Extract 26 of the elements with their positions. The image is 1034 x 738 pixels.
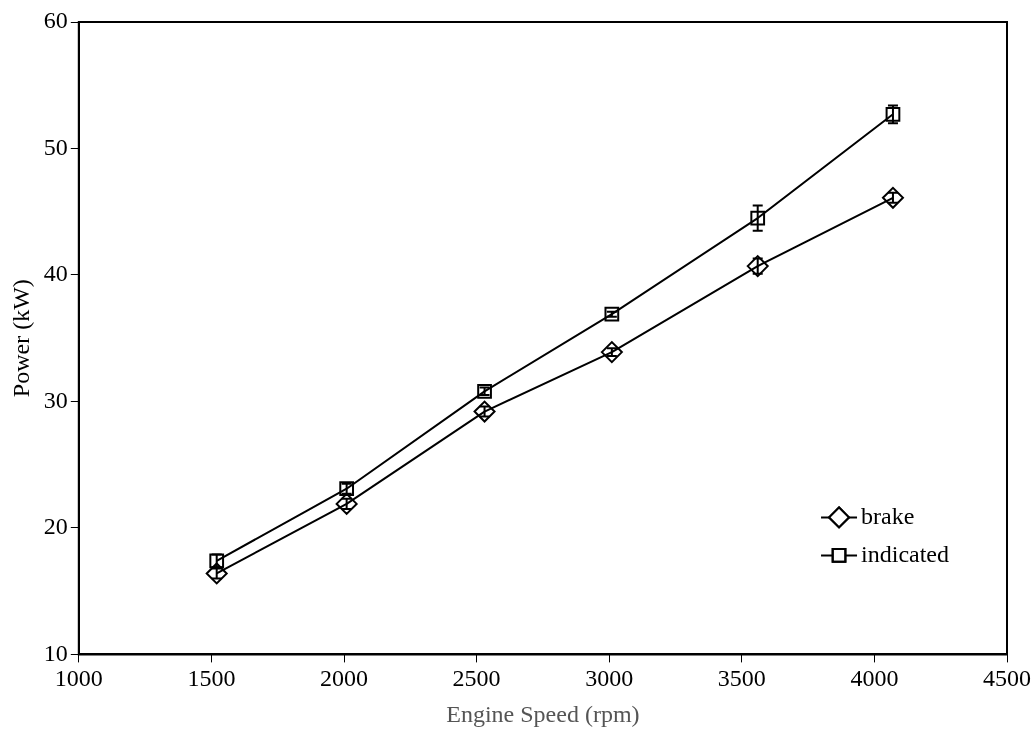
x-tick-label: 1500 — [187, 665, 236, 692]
point — [205, 562, 228, 585]
point — [209, 553, 225, 569]
point — [473, 400, 496, 423]
legend-label: indicated — [861, 540, 950, 567]
x-tick-label: 3000 — [585, 665, 634, 692]
x-tick-label: 4500 — [983, 665, 1031, 692]
y-tick-label: 10 — [43, 639, 68, 666]
point — [746, 255, 769, 278]
y-axis-title: Power (kW) — [7, 279, 34, 398]
y-tick-label: 60 — [43, 7, 68, 34]
x-tick-label: 2000 — [320, 665, 368, 692]
legend-label: brake — [861, 502, 915, 529]
y-tick-label: 20 — [43, 513, 68, 540]
point — [750, 210, 766, 226]
y-tick-label: 30 — [43, 386, 68, 413]
x-tick-label: 1000 — [54, 665, 103, 692]
y-tick-label: 40 — [43, 260, 68, 287]
x-tick-label: 3500 — [717, 665, 766, 692]
y-tick-label: 50 — [43, 133, 68, 160]
point — [600, 341, 623, 364]
x-axis-title: Engine Speed (rpm) — [446, 700, 640, 727]
x-tick-label: 4000 — [850, 665, 899, 692]
point — [604, 306, 620, 322]
x-tick-label: 2500 — [452, 665, 501, 692]
point — [881, 186, 904, 209]
